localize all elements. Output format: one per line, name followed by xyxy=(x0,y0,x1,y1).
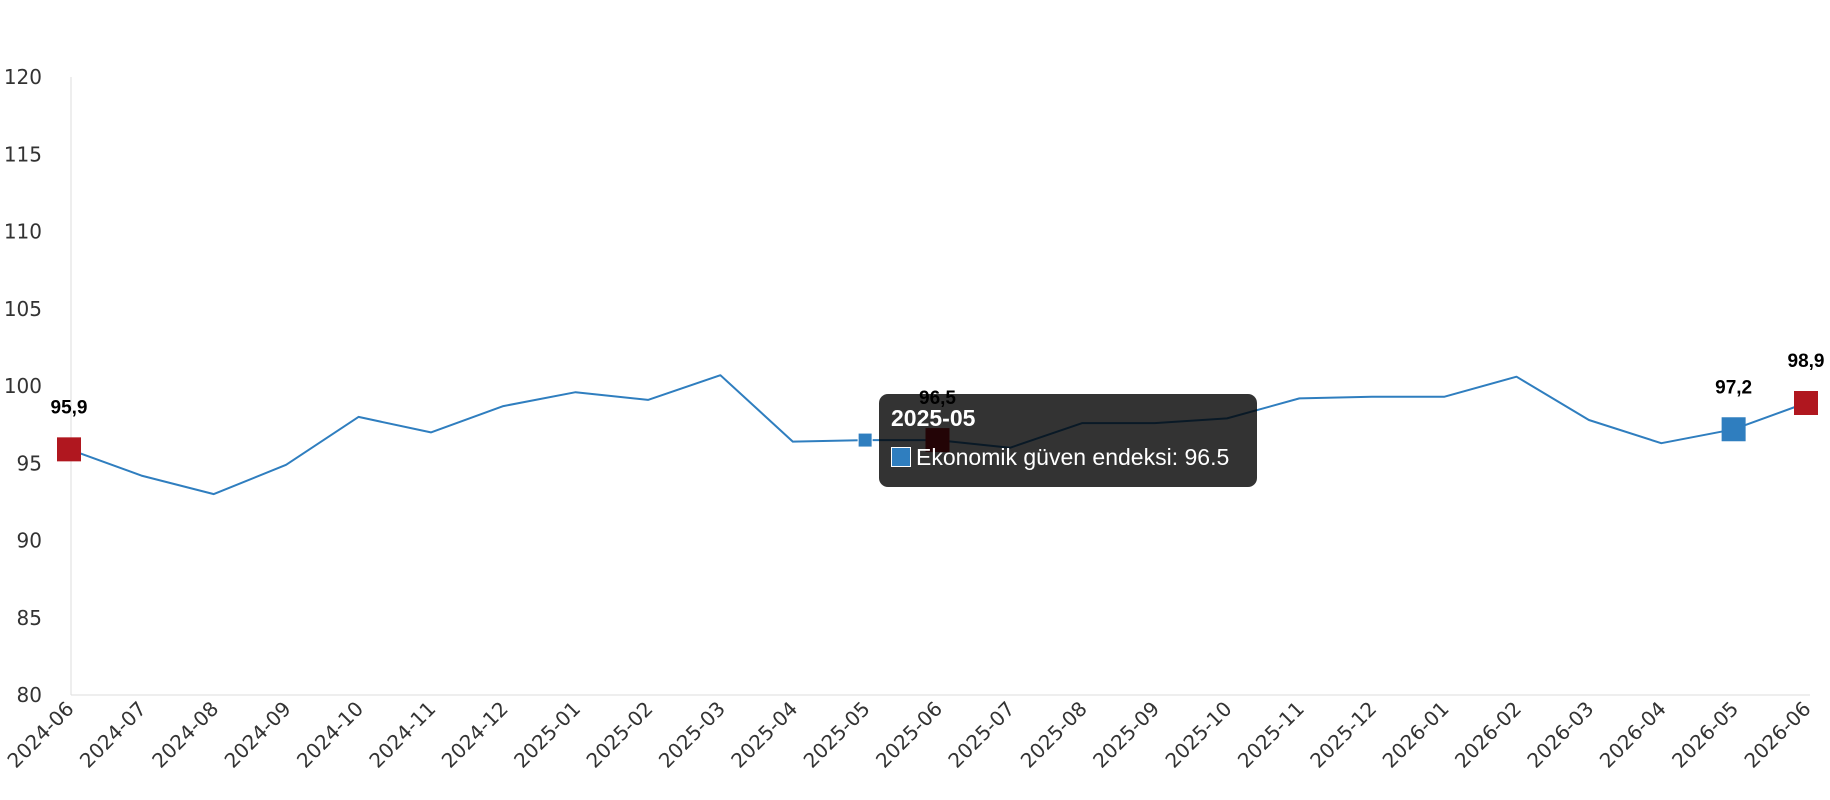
x-tick-label: 2026-02 xyxy=(1450,697,1526,773)
x-tick-label: 2024-09 xyxy=(220,697,296,773)
active-marker[interactable] xyxy=(857,432,873,448)
data-point[interactable] xyxy=(1296,395,1302,401)
x-axis: 2024-062024-072024-082024-092024-102024-… xyxy=(2,697,1815,773)
x-tick-label: 2026-05 xyxy=(1667,697,1743,773)
x-tick-label: 2025-08 xyxy=(1016,697,1092,773)
data-point[interactable] xyxy=(283,462,289,468)
x-tick-label: 2024-10 xyxy=(292,697,368,773)
y-axis: 80 85 90 95 100 105 110 115 120 xyxy=(4,65,42,707)
highlight-marker[interactable] xyxy=(1721,417,1746,442)
y-tick-label: 120 xyxy=(4,65,42,89)
x-tick-label: 2025-10 xyxy=(1160,697,1236,773)
x-tick-label: 2026-04 xyxy=(1595,697,1671,773)
y-tick-label: 100 xyxy=(4,374,42,398)
x-tick-label: 2025-06 xyxy=(871,697,947,773)
tooltip-row: Ekonomik güven endeksi: 96.5 xyxy=(891,444,1245,470)
x-tick-label: 2025-02 xyxy=(581,697,657,773)
x-tick-label: 2026-06 xyxy=(1739,697,1815,773)
data-point[interactable] xyxy=(211,491,217,497)
tooltip-series-swatch xyxy=(891,447,911,467)
x-tick-label: 2024-07 xyxy=(75,697,151,773)
data-label: 95,9 xyxy=(51,397,88,418)
x-tick-label: 2024-06 xyxy=(2,697,78,773)
y-tick-label: 110 xyxy=(4,220,42,244)
y-tick-label: 90 xyxy=(17,529,42,553)
x-tick-label: 2025-11 xyxy=(1233,697,1309,773)
data-point[interactable] xyxy=(1514,374,1520,380)
x-tick-label: 2024-08 xyxy=(147,697,223,773)
data-point[interactable] xyxy=(1369,394,1375,400)
highlight-marker[interactable] xyxy=(57,437,81,462)
active-marker-group xyxy=(857,432,873,448)
x-tick-label: 2025-01 xyxy=(509,697,585,773)
data-label: 98,9 xyxy=(1788,351,1825,372)
data-point[interactable] xyxy=(428,429,434,435)
x-tick-label: 2024-11 xyxy=(364,697,440,773)
data-point[interactable] xyxy=(356,414,362,420)
tooltip-title: 2025-05 xyxy=(891,405,976,431)
highlight-marker[interactable] xyxy=(1794,390,1818,415)
x-tick-label: 2025-05 xyxy=(799,697,875,773)
y-tick-label: 105 xyxy=(4,297,42,321)
x-tick-label: 2025-03 xyxy=(654,697,730,773)
y-tick-label: 115 xyxy=(4,142,42,166)
x-tick-label: 2026-03 xyxy=(1522,697,1598,773)
tooltip-text: Ekonomik güven endeksi: 96.5 xyxy=(916,444,1230,470)
data-point[interactable] xyxy=(500,403,506,409)
data-point[interactable] xyxy=(573,389,579,395)
y-tick-label: 85 xyxy=(17,606,42,630)
data-point[interactable] xyxy=(138,473,144,479)
data-point[interactable] xyxy=(1658,440,1664,446)
data-point[interactable] xyxy=(645,397,651,403)
data-point[interactable] xyxy=(1586,417,1592,423)
y-tick-label: 80 xyxy=(17,683,42,707)
x-tick-label: 2025-09 xyxy=(1088,697,1164,773)
x-tick-label: 2025-04 xyxy=(726,697,802,773)
data-point[interactable] xyxy=(1441,394,1447,400)
highlight-markers: 95,996,597,298,9 xyxy=(51,351,1825,462)
data-point[interactable] xyxy=(790,439,796,445)
x-tick-label: 2024-12 xyxy=(437,697,513,773)
x-tick-label: 2025-12 xyxy=(1305,697,1381,773)
x-tick-label: 2025-07 xyxy=(943,697,1019,773)
data-label: 97,2 xyxy=(1715,377,1752,398)
tooltip: 2025-05 Ekonomik güven endeksi: 96.5 xyxy=(879,394,1257,487)
data-point[interactable] xyxy=(717,372,723,378)
x-tick-label: 2026-01 xyxy=(1378,697,1454,773)
y-tick-label: 95 xyxy=(17,451,42,475)
